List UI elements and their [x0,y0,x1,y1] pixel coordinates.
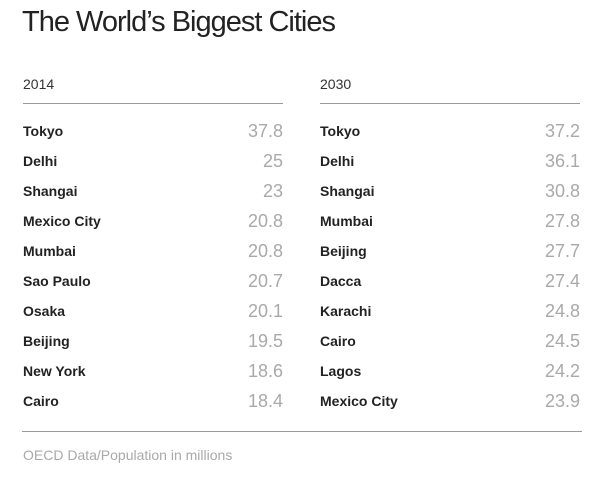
population-value: 27.4 [544,270,580,291]
city-name: Mexico City [23,213,101,229]
table-row: Shangai 30.8 [320,176,580,206]
column-header-2014: 2014 [23,76,55,92]
population-value: 18.6 [247,360,283,381]
population-value: 37.8 [247,120,283,141]
population-value: 27.7 [544,240,580,261]
table-row: Cairo 24.5 [320,326,580,356]
city-name: Karachi [320,303,372,319]
city-name: Dacca [320,273,362,289]
table-row: Delhi 25 [23,146,283,176]
city-name: Delhi [23,153,58,169]
city-name: Cairo [23,393,59,409]
table-row: Beijing 19.5 [23,326,283,356]
population-value: 24.5 [544,330,580,351]
footer-divider [22,431,582,432]
table-row: Tokyo 37.8 [23,116,283,146]
city-name: Delhi [320,153,355,169]
table-row: Tokyo 37.2 [320,116,580,146]
column-divider [23,103,283,104]
city-name: Osaka [23,303,66,319]
population-value: 24.2 [544,360,580,381]
population-value: 23 [262,180,283,201]
page-title: The World’s Biggest Cities [22,6,336,38]
population-value: 25 [262,150,283,171]
population-value: 27.8 [544,210,580,231]
table-rows-2014: Tokyo 37.8 Delhi 25 Shangai 23 Mexico City 20.8… [23,116,283,416]
population-value: 37.2 [544,120,580,141]
city-name: Tokyo [320,123,361,139]
city-name: Mumbai [23,243,76,259]
column-header-2030: 2030 [320,76,352,92]
table-rows-2030: Tokyo 37.2 Delhi 36.1 Shangai 30.8 Mumbai 27.8 B… [320,116,580,416]
population-value: 24.8 [544,300,580,321]
city-name: Shangai [320,183,375,199]
city-name: Lagos [320,363,362,379]
table-row: Sao Paulo 20.7 [23,266,283,296]
city-name: Cairo [320,333,356,349]
table-row: Mexico City 23.9 [320,386,580,416]
population-value: 20.8 [247,210,283,231]
source-note: OECD Data/Population in millions [23,447,233,463]
table-row: Mumbai 20.8 [23,236,283,266]
population-value: 19.5 [247,330,283,351]
table-row: Beijing 27.7 [320,236,580,266]
city-name: Mexico City [320,393,398,409]
population-value: 30.8 [544,180,580,201]
table-row: Cairo 18.4 [23,386,283,416]
table-row: Karachi 24.8 [320,296,580,326]
population-value: 20.1 [247,300,283,321]
city-name: Shangai [23,183,78,199]
population-value: 20.8 [247,240,283,261]
city-name: Tokyo [23,123,64,139]
table-row: New York 18.6 [23,356,283,386]
city-name: Sao Paulo [23,273,91,289]
population-value: 23.9 [544,390,580,411]
city-name: New York [23,363,86,379]
city-name: Mumbai [320,213,373,229]
table-row: Mexico City 20.8 [23,206,283,236]
table-row: Dacca 27.4 [320,266,580,296]
table-row: Delhi 36.1 [320,146,580,176]
population-value: 36.1 [544,150,580,171]
city-name: Beijing [23,333,70,349]
column-divider [320,103,580,104]
table-row: Lagos 24.2 [320,356,580,386]
table-row: Shangai 23 [23,176,283,206]
city-name: Beijing [320,243,367,259]
table-row: Osaka 20.1 [23,296,283,326]
population-value: 20.7 [247,270,283,291]
population-value: 18.4 [247,390,283,411]
table-row: Mumbai 27.8 [320,206,580,236]
